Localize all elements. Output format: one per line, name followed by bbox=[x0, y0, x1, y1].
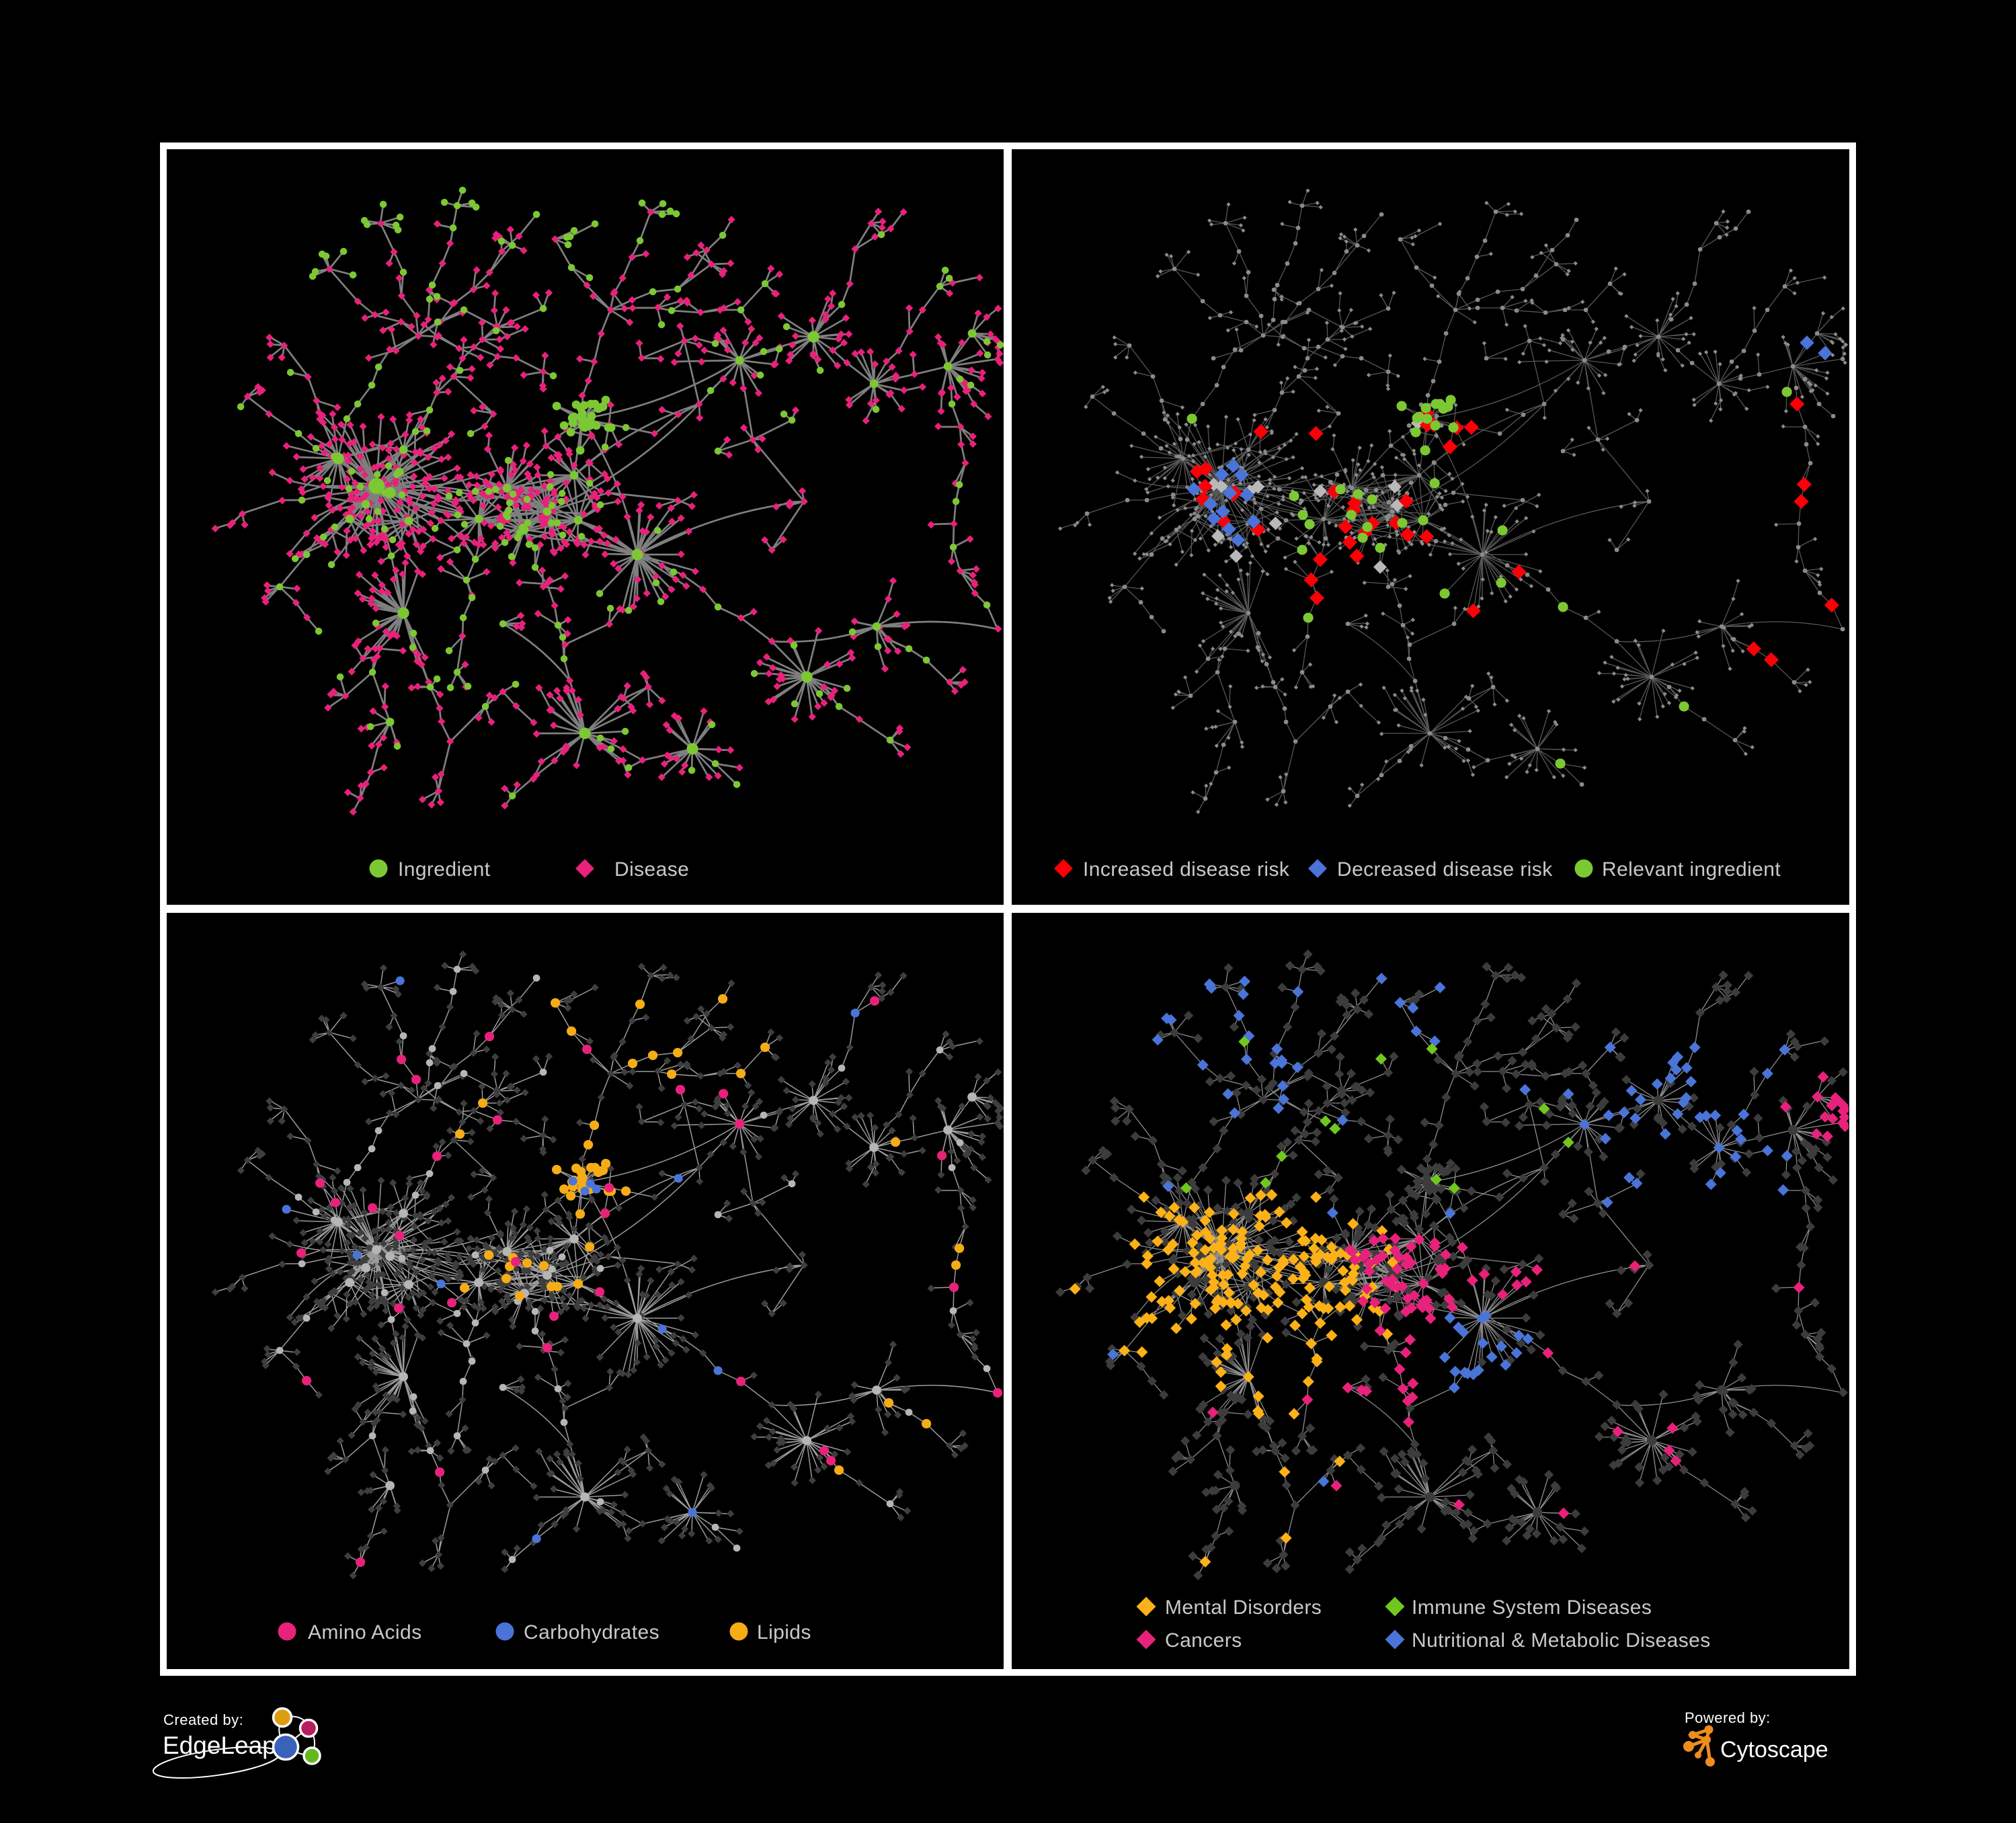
svg-text:Decreased disease risk: Decreased disease risk bbox=[1337, 858, 1553, 881]
svg-text:Ingredient: Ingredient bbox=[398, 858, 491, 881]
svg-text:Mental Disorders: Mental Disorders bbox=[1165, 1596, 1322, 1619]
svg-text:Increased disease risk: Increased disease risk bbox=[1083, 858, 1290, 881]
svg-text:Nutritional & Metabolic Diseas: Nutritional & Metabolic Diseases bbox=[1412, 1629, 1711, 1652]
svg-text:Immune System Diseases: Immune System Diseases bbox=[1412, 1596, 1652, 1619]
svg-text:Powered by:: Powered by: bbox=[1685, 1709, 1771, 1726]
svg-text:EdgeLeap: EdgeLeap bbox=[163, 1732, 276, 1759]
svg-text:Carbohydrates: Carbohydrates bbox=[524, 1621, 659, 1644]
svg-text:Relevant ingredient: Relevant ingredient bbox=[1602, 858, 1781, 881]
svg-text:Cytoscape: Cytoscape bbox=[1720, 1737, 1828, 1763]
svg-text:Lipids: Lipids bbox=[757, 1621, 811, 1644]
svg-text:Disease: Disease bbox=[614, 858, 689, 881]
svg-text:Amino Acids: Amino Acids bbox=[308, 1621, 421, 1644]
svg-text:Cancers: Cancers bbox=[1165, 1629, 1242, 1652]
svg-text:Created by:: Created by: bbox=[163, 1711, 243, 1728]
